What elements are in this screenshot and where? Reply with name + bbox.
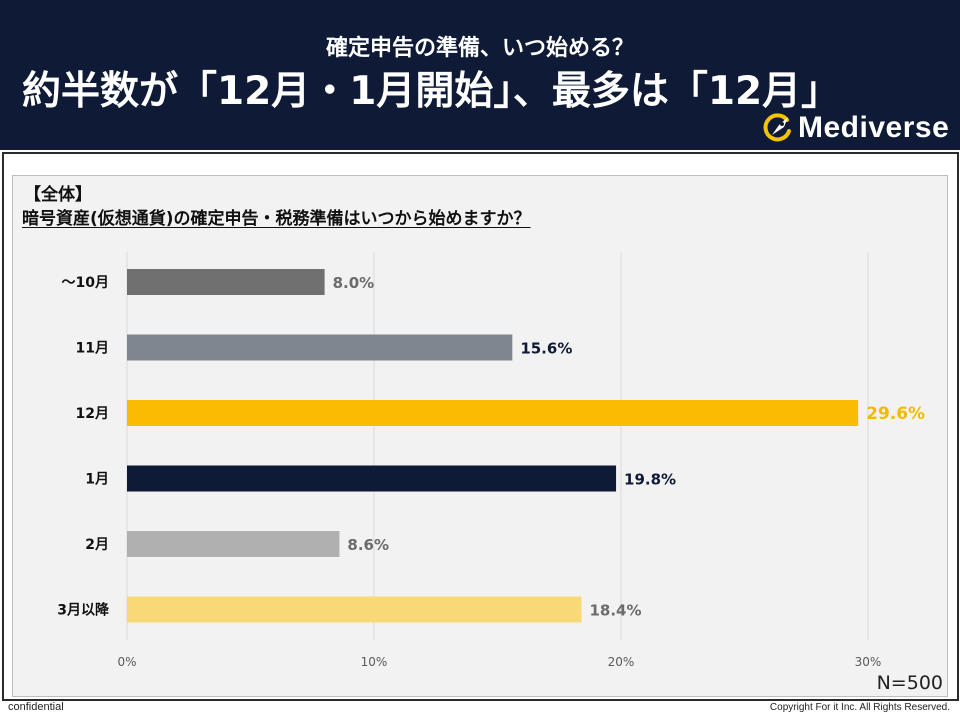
- sample-size: N=500: [877, 672, 943, 694]
- header-subtitle: 確定申告の準備、いつ始める？: [325, 36, 634, 61]
- data-label: 18.4%: [589, 602, 641, 620]
- logo-text: Mediverse: [798, 111, 950, 144]
- category-label: 3月以降: [57, 602, 110, 619]
- mediverse-logo: Mediverse: [760, 110, 949, 146]
- x-tick-label: 10%: [361, 655, 388, 669]
- data-label: 8.0%: [333, 274, 375, 292]
- x-tick-label: 30%: [855, 655, 882, 669]
- bar: [127, 596, 582, 623]
- data-label: 8.6%: [347, 536, 389, 554]
- rocket-logo-icon: [763, 113, 791, 142]
- bar: [127, 334, 513, 361]
- footer-confidential: confidential: [8, 701, 64, 713]
- header-headline: 約半数が「12月・1月開始」、最多は「12月」: [22, 69, 841, 114]
- footer-copyright: Copyright For it Inc. All Rights Reserve…: [769, 702, 950, 713]
- category-label: 2月: [85, 537, 109, 553]
- x-tick-label: 20%: [608, 655, 635, 669]
- bar: [127, 269, 325, 295]
- bar: [127, 465, 617, 492]
- data-label: 15.6%: [520, 340, 572, 358]
- category-label: 11月: [76, 341, 109, 357]
- category-label: 〜10月: [62, 275, 109, 291]
- question-text: 暗号資産(仮想通貨)の確定申告・税務準備はいつから始めますか？: [22, 209, 531, 229]
- bar: [127, 400, 859, 426]
- header-banner: 確定申告の準備、いつ始める？ 約半数が「12月・1月開始」、最多は「12月」 M…: [0, 0, 960, 150]
- data-label: 19.8%: [624, 471, 676, 489]
- x-tick-label: 0%: [117, 655, 136, 669]
- data-label: 29.6%: [866, 404, 925, 424]
- question-section-label: 【全体】: [24, 185, 92, 205]
- bar: [127, 531, 340, 557]
- category-label: 12月: [76, 406, 109, 422]
- category-label: 1月: [85, 472, 109, 488]
